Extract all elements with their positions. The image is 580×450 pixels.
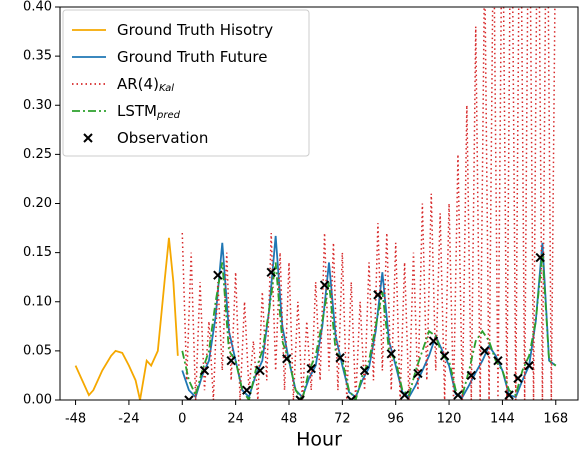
observation-marker — [386, 349, 396, 359]
legend-name: Observation — [117, 129, 208, 147]
observation-marker — [428, 336, 439, 346]
x-tick-label: 144 — [490, 412, 515, 427]
legend-name: Ground Truth Future — [117, 48, 268, 66]
legend-label: AR(4)Kal — [117, 75, 174, 95]
observation-marker — [493, 355, 503, 366]
legend-box — [62, 9, 310, 157]
observation-marker — [535, 252, 545, 263]
observation-marker — [466, 370, 476, 381]
observation-marker — [199, 365, 210, 376]
observation-marker — [524, 360, 534, 371]
observation-marker — [255, 365, 265, 376]
observation-marker — [306, 363, 316, 374]
legend-label: Ground Truth Future — [117, 48, 268, 66]
observation-marker — [83, 133, 93, 143]
x-tick-label: -48 — [65, 412, 86, 427]
y-tick-label: 0.30 — [23, 98, 52, 113]
x-axis-label: Hour — [296, 429, 342, 450]
legend-label: Ground Truth Hisotry — [117, 21, 273, 39]
x-tick-label: 24 — [227, 412, 244, 427]
observation-marker — [335, 353, 345, 363]
observation-marker — [346, 395, 356, 400]
y-tick-label: 0.15 — [23, 245, 52, 260]
observation-marker — [319, 280, 330, 290]
observation-marker — [282, 354, 292, 364]
x-tick-label: 168 — [543, 412, 568, 427]
y-tick-label: 0.10 — [23, 294, 52, 309]
y-tick-label: 0.05 — [23, 343, 52, 358]
x-tick-label: -24 — [118, 412, 139, 427]
observation-marker — [413, 368, 423, 379]
series-line — [74, 237, 179, 400]
x-tick-label: 0 — [178, 412, 186, 427]
series-line — [181, 252, 557, 400]
legend-name: Ground Truth Hisotry — [117, 21, 273, 39]
observation-marker — [453, 390, 463, 400]
plot-area — [74, 7, 557, 400]
x-tick-label: 48 — [281, 412, 298, 427]
observation-marker — [266, 267, 276, 277]
observation-marker — [479, 346, 490, 356]
observation-marker — [373, 290, 383, 300]
y-tick-label: 0.00 — [23, 393, 52, 408]
observation-marker — [439, 351, 450, 361]
legend: Ground Truth Hisotry Ground Truth Future A… — [62, 9, 310, 157]
observation-marker — [359, 365, 370, 376]
observation-marker — [295, 395, 305, 400]
observation-marker — [513, 373, 523, 384]
legend-subscript: Kal — [159, 83, 174, 94]
y-tick-label: 0.20 — [23, 196, 52, 211]
observation-marker — [504, 390, 514, 400]
legend-subscript: pred — [156, 110, 181, 121]
x-tick-label: 96 — [387, 412, 404, 427]
plot-frame — [59, 6, 579, 401]
series-line — [181, 7, 556, 400]
y-tick-label: 0.35 — [23, 49, 52, 64]
observation-marker — [213, 270, 223, 280]
x-tick-label: 72 — [334, 412, 351, 427]
legend-label: Observation — [117, 129, 208, 147]
observation-marker — [399, 390, 410, 400]
x-tick-label: 120 — [437, 412, 462, 427]
observation-marker — [184, 395, 194, 400]
legend-label: LSTMpred — [117, 102, 181, 122]
y-tick-label: 0.40 — [23, 0, 52, 15]
legend-name: AR(4) — [117, 75, 159, 93]
observation-marker — [242, 385, 252, 395]
y-tick-label: 0.25 — [23, 147, 52, 162]
observation-marker — [226, 355, 236, 366]
legend-name: LSTM — [117, 102, 157, 120]
